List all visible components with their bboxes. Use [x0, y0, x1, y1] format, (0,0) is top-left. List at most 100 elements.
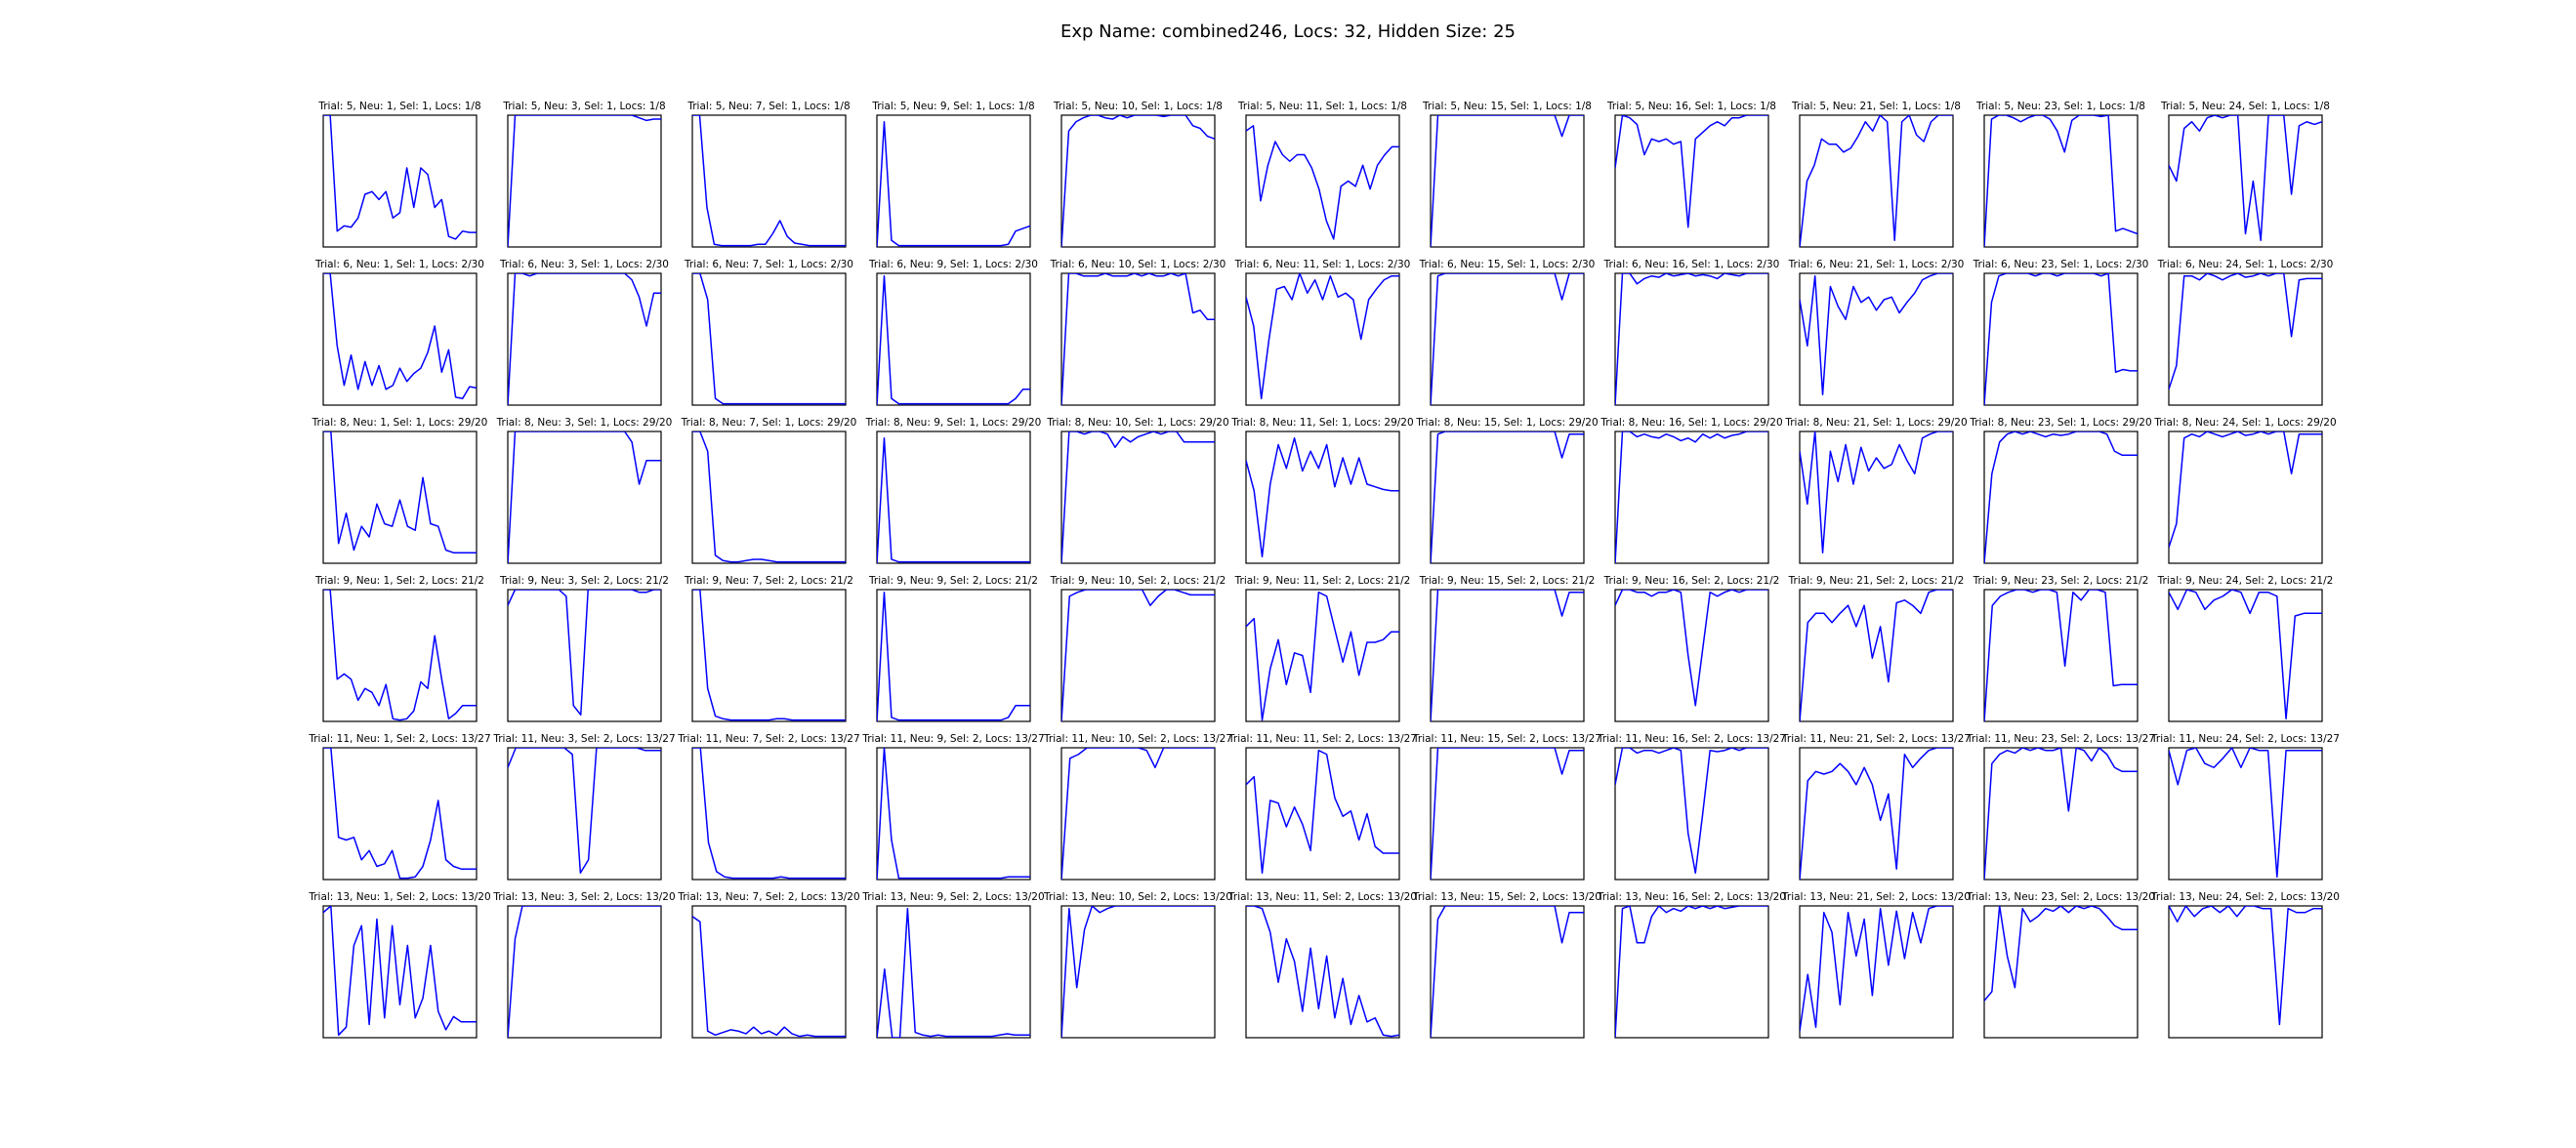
subplot: Trial: 6, Neu: 16, Sel: 1, Locs: 2/30	[1603, 259, 1779, 406]
subplot-axes-frame	[691, 430, 847, 564]
series-line	[692, 273, 846, 405]
subplot: Trial: 13, Neu: 7, Sel: 2, Locs: 13/20	[677, 891, 860, 1039]
subplot-title: Trial: 8, Neu: 23, Sel: 1, Locs: 29/20	[1969, 417, 2151, 429]
subplot-title: Trial: 8, Neu: 10, Sel: 1, Locs: 29/20	[1046, 417, 1228, 429]
subplot-title: Trial: 6, Neu: 24, Sel: 1, Locs: 2/30	[2157, 259, 2334, 270]
series-line	[1615, 590, 1768, 707]
subplot: Trial: 6, Neu: 11, Sel: 1, Locs: 2/30	[1234, 259, 1410, 406]
subplot-title: Trial: 11, Neu: 3, Sel: 2, Locs: 13/27	[492, 733, 675, 745]
subplot-title: Trial: 5, Neu: 11, Sel: 1, Locs: 1/8	[1237, 101, 1407, 112]
series-line	[1984, 115, 2138, 247]
subplot-axes-frame	[1430, 905, 1585, 1039]
subplot-title: Trial: 5, Neu: 3, Sel: 1, Locs: 1/8	[502, 101, 665, 112]
subplot-axes-frame	[1430, 589, 1585, 722]
series-line	[692, 590, 846, 721]
subplot-title: Trial: 9, Neu: 1, Sel: 2, Locs: 21/2	[314, 575, 484, 587]
subplot-title: Trial: 6, Neu: 7, Sel: 1, Locs: 2/30	[684, 259, 853, 270]
subplot: Trial: 6, Neu: 24, Sel: 1, Locs: 2/30	[2157, 259, 2334, 406]
subplot-axes-frame	[2168, 589, 2323, 722]
subplot: Trial: 8, Neu: 10, Sel: 1, Locs: 29/20	[1046, 417, 1229, 564]
subplot-title: Trial: 11, Neu: 24, Sel: 2, Locs: 13/27	[2150, 733, 2340, 745]
series-line	[1984, 906, 2138, 1002]
series-line	[877, 748, 1030, 880]
subplot-title: Trial: 9, Neu: 3, Sel: 2, Locs: 21/2	[499, 575, 669, 587]
subplot-title: Trial: 9, Neu: 23, Sel: 2, Locs: 21/2	[1973, 575, 2149, 587]
subplot: Trial: 9, Neu: 7, Sel: 2, Locs: 21/2	[684, 575, 853, 722]
subplot-title: Trial: 9, Neu: 21, Sel: 2, Locs: 21/2	[1788, 575, 1965, 587]
subplot-title: Trial: 8, Neu: 21, Sel: 1, Locs: 29/20	[1784, 417, 1967, 429]
series-line	[1246, 591, 1399, 721]
subplot-axes-frame	[1983, 114, 2139, 248]
subplot-title: Trial: 11, Neu: 15, Sel: 2, Locs: 13/27	[1412, 733, 1601, 745]
subplot: Trial: 11, Neu: 16, Sel: 2, Locs: 13/27	[1597, 733, 1786, 881]
series-line	[1431, 273, 1584, 405]
subplot-title: Trial: 5, Neu: 7, Sel: 1, Locs: 1/8	[686, 101, 850, 112]
subplot-axes-frame	[2168, 430, 2323, 564]
subplot-title: Trial: 11, Neu: 16, Sel: 2, Locs: 13/27	[1597, 733, 1786, 745]
subplot-title: Trial: 5, Neu: 1, Sel: 1, Locs: 1/8	[317, 101, 480, 112]
series-line	[1061, 590, 1215, 721]
subplot: Trial: 5, Neu: 9, Sel: 1, Locs: 1/8	[871, 101, 1035, 248]
series-line	[877, 437, 1030, 563]
series-line	[692, 431, 846, 563]
series-line	[692, 916, 846, 1038]
subplot-axes-frame	[691, 747, 847, 881]
subplot: Trial: 8, Neu: 16, Sel: 1, Locs: 29/20	[1600, 417, 1783, 564]
subplot: Trial: 11, Neu: 3, Sel: 2, Locs: 13/27	[492, 733, 676, 881]
subplot-title: Trial: 8, Neu: 7, Sel: 1, Locs: 29/20	[681, 417, 857, 429]
subplot: Trial: 9, Neu: 21, Sel: 2, Locs: 21/2	[1788, 575, 1965, 722]
series-line	[1246, 749, 1399, 874]
subplot-axes-frame	[1799, 747, 1954, 881]
subplot: Trial: 8, Neu: 24, Sel: 1, Locs: 29/20	[2153, 417, 2337, 564]
series-line	[2169, 115, 2322, 241]
subplot-axes-frame	[876, 272, 1031, 406]
subplot-axes-frame	[1983, 430, 2139, 564]
subplot: Trial: 9, Neu: 16, Sel: 2, Locs: 21/2	[1603, 575, 1779, 722]
subplot-axes-frame	[1245, 272, 1400, 406]
series-line	[1061, 115, 1215, 247]
series-line	[1984, 748, 2138, 880]
subplot: Trial: 9, Neu: 9, Sel: 2, Locs: 21/2	[868, 575, 1038, 722]
series-line	[2169, 906, 2322, 1026]
subplot-axes-frame	[1614, 747, 1769, 881]
series-line	[323, 431, 477, 554]
subplot-axes-frame	[1799, 589, 1954, 722]
subplot: Trial: 5, Neu: 7, Sel: 1, Locs: 1/8	[686, 101, 851, 248]
subplot-title: Trial: 6, Neu: 1, Sel: 1, Locs: 2/30	[314, 259, 484, 270]
series-line	[877, 591, 1030, 721]
series-line	[323, 115, 477, 240]
subplot: Trial: 13, Neu: 1, Sel: 2, Locs: 13/20	[308, 891, 491, 1039]
subplot: Trial: 5, Neu: 1, Sel: 1, Locs: 1/8	[317, 101, 481, 248]
subplot-axes-frame	[2168, 747, 2323, 881]
subplot: Trial: 11, Neu: 9, Sel: 2, Locs: 13/27	[861, 733, 1045, 881]
subplot-title: Trial: 13, Neu: 16, Sel: 2, Locs: 13/20	[1597, 891, 1786, 903]
subplot-axes-frame	[507, 272, 662, 406]
subplot-axes-frame	[1060, 589, 1216, 722]
subplot-axes-frame	[507, 430, 662, 564]
subplot: Trial: 8, Neu: 21, Sel: 1, Locs: 29/20	[1784, 417, 1968, 564]
subplot-title: Trial: 9, Neu: 24, Sel: 2, Locs: 21/2	[2157, 575, 2334, 587]
subplot: Trial: 6, Neu: 7, Sel: 1, Locs: 2/30	[684, 259, 853, 406]
subplot: Trial: 5, Neu: 3, Sel: 1, Locs: 1/8	[502, 101, 666, 248]
subplot: Trial: 8, Neu: 1, Sel: 1, Locs: 29/20	[312, 417, 487, 564]
series-line	[877, 274, 1030, 405]
series-line	[1800, 115, 1953, 247]
subplot-title: Trial: 8, Neu: 15, Sel: 1, Locs: 29/20	[1415, 417, 1598, 429]
subplot: Trial: 6, Neu: 1, Sel: 1, Locs: 2/30	[314, 259, 484, 406]
subplot-axes-frame	[1799, 272, 1954, 406]
series-line	[877, 121, 1030, 247]
subplot-title: Trial: 6, Neu: 9, Sel: 1, Locs: 2/30	[868, 259, 1038, 270]
series-line	[1246, 273, 1399, 399]
subplot-axes-frame	[507, 114, 662, 248]
series-line	[323, 590, 477, 721]
series-line	[1061, 273, 1215, 405]
subplot: Trial: 11, Neu: 11, Sel: 2, Locs: 13/27	[1227, 733, 1417, 881]
series-line	[1615, 748, 1768, 874]
subplot-axes-frame	[1983, 272, 2139, 406]
series-line	[1246, 437, 1399, 557]
series-line	[1800, 431, 1953, 554]
series-line	[877, 907, 1030, 1038]
subplot-title: Trial: 5, Neu: 24, Sel: 1, Locs: 1/8	[2160, 101, 2330, 112]
subplot-axes-frame	[1430, 747, 1585, 881]
